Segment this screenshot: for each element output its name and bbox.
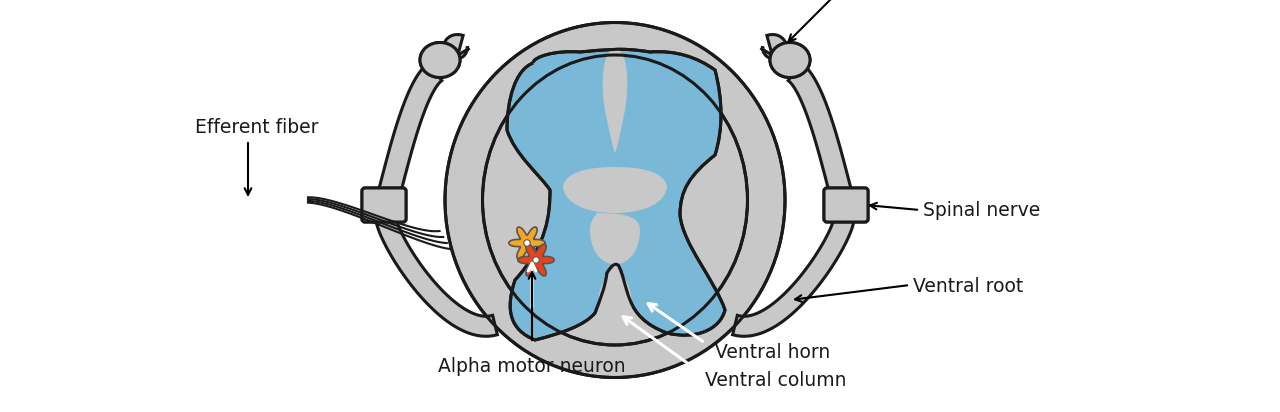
PathPatch shape — [590, 213, 640, 265]
Polygon shape — [732, 206, 854, 336]
PathPatch shape — [598, 265, 632, 335]
Text: Ventral column: Ventral column — [705, 371, 846, 390]
Ellipse shape — [771, 42, 810, 77]
PathPatch shape — [603, 47, 627, 153]
Polygon shape — [509, 227, 545, 259]
Ellipse shape — [532, 257, 539, 263]
PathPatch shape — [563, 167, 667, 213]
FancyBboxPatch shape — [362, 188, 406, 222]
Polygon shape — [518, 244, 554, 276]
Polygon shape — [376, 63, 442, 212]
Text: Ventral horn: Ventral horn — [716, 343, 831, 362]
Polygon shape — [788, 63, 854, 212]
Text: Alpha motor neuron: Alpha motor neuron — [438, 357, 626, 376]
FancyBboxPatch shape — [824, 188, 868, 222]
Ellipse shape — [420, 42, 460, 77]
FancyBboxPatch shape — [362, 188, 406, 222]
Ellipse shape — [483, 55, 748, 345]
Polygon shape — [375, 206, 498, 336]
Ellipse shape — [524, 240, 530, 246]
Polygon shape — [443, 35, 468, 61]
Ellipse shape — [445, 23, 785, 377]
Ellipse shape — [771, 42, 810, 77]
Text: Efferent fiber: Efferent fiber — [195, 117, 319, 136]
FancyBboxPatch shape — [824, 188, 868, 222]
PathPatch shape — [507, 49, 724, 340]
Ellipse shape — [420, 42, 460, 77]
Polygon shape — [762, 35, 787, 61]
Text: Ventral root: Ventral root — [913, 278, 1023, 297]
Text: Spinal nerve: Spinal nerve — [923, 201, 1041, 220]
